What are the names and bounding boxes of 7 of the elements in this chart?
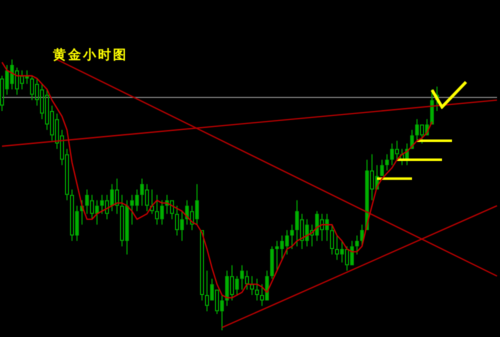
candlestick	[150, 189, 154, 214]
candlestick	[200, 230, 204, 300]
candlestick	[385, 154, 389, 171]
candlestick	[270, 246, 274, 279]
chart-title: 黄金小时图	[53, 47, 128, 64]
candlestick	[380, 160, 384, 176]
candlestick	[250, 276, 254, 296]
